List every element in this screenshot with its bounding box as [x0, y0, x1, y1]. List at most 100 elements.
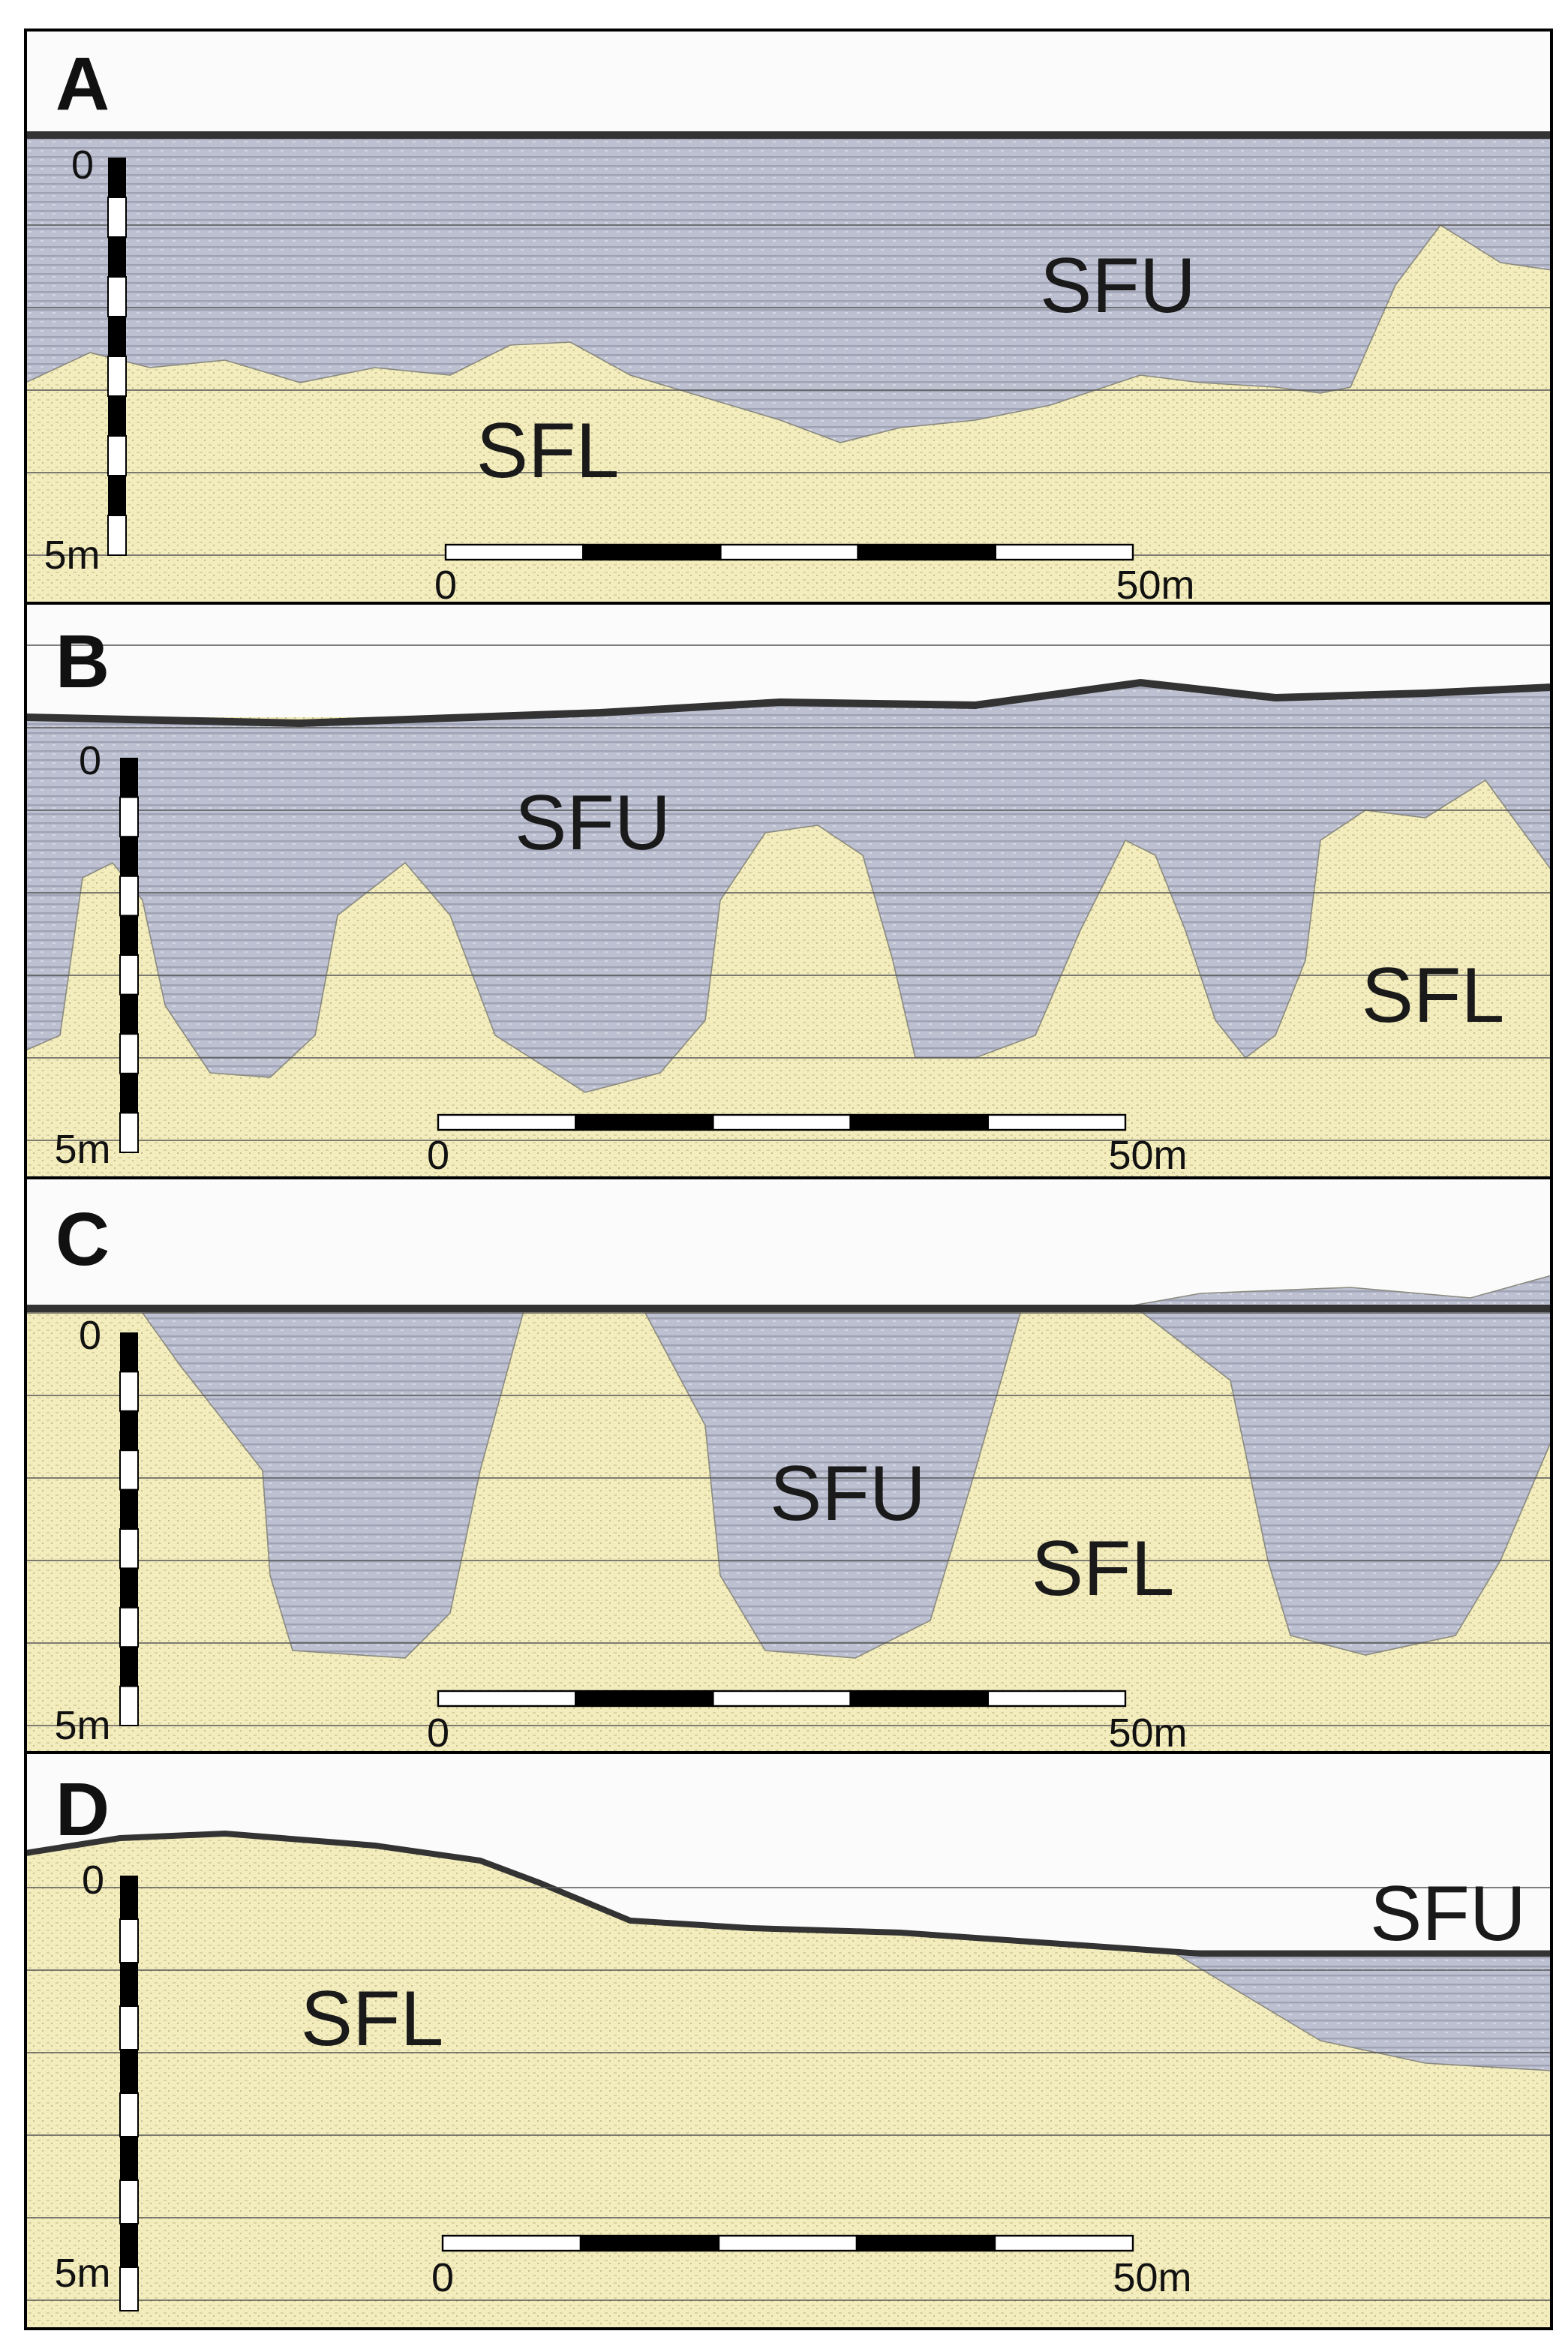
depth-bar-segment [120, 1410, 138, 1451]
scale-bar-segment [987, 1113, 1127, 1131]
depth-bar-segment [119, 1528, 139, 1570]
scale-label: 0 [427, 1133, 449, 1178]
scale-bar-segment [994, 543, 1134, 561]
depth-bar-segment [119, 954, 139, 996]
surface-reflector [25, 1830, 1551, 1957]
depth-bar-segment [119, 1112, 139, 1154]
depth-label: 0 [71, 143, 94, 188]
scale-bar-segment [855, 2234, 996, 2252]
surface-reflector [25, 678, 1552, 728]
depth-label: 5m [54, 1127, 110, 1172]
unit-label: SFL [476, 407, 620, 494]
depth-bar-segment [107, 435, 127, 476]
depth-bar-segment [108, 317, 126, 356]
lower-unit [26, 1834, 1551, 2329]
scale-label: 50m [1108, 1711, 1187, 1756]
depth-bar-segment [120, 837, 138, 876]
depth-bar-segment [120, 1568, 138, 1608]
unit-label: SFL [301, 1975, 444, 2062]
depth-bar-segment [120, 1489, 138, 1529]
depth-bar-segment [120, 1876, 138, 1919]
scale-bar-segment [849, 1690, 989, 1708]
depth-bar-segment [119, 1449, 139, 1491]
panel: C SFU SFL 0 5m 0 50m [24, 1176, 1553, 1756]
unit-label: SFL [1032, 1525, 1175, 1612]
depth-bar-segment [108, 396, 126, 436]
scale-label: 0 [427, 1711, 449, 1756]
depth-bar-segment [119, 1371, 139, 1412]
depth-bar-segment [120, 1332, 138, 1372]
panel-label: D [56, 1768, 110, 1852]
depth-bar-segment [108, 237, 126, 277]
scale-bar-segment [575, 1113, 714, 1131]
scale-label: 50m [1116, 563, 1194, 608]
scale-label: 0 [434, 563, 457, 608]
depth-bar-segment [119, 1606, 139, 1648]
scale-bar-segment [441, 2234, 582, 2252]
panel: A SFU SFL 0 5m 0 50m [24, 29, 1553, 608]
scale-bar-segment [849, 1113, 989, 1131]
scale-bar-segment [712, 1690, 852, 1708]
scale-bar-segment [579, 2234, 720, 2252]
unit-label: SFL [1362, 952, 1505, 1039]
depth-bar-segment [119, 2092, 139, 2137]
depth-bar-segment [119, 796, 139, 838]
panel: B SFU SFL 0 5m 0 50m [24, 602, 1553, 1179]
depth-bar-segment [120, 1073, 138, 1113]
depth-bar-segment [119, 2179, 139, 2224]
upper-unit [644, 1312, 1022, 1659]
scale-bar-segment [437, 1690, 577, 1708]
scale-label: 0 [431, 2255, 454, 2300]
scale-bar-segment [575, 1690, 714, 1708]
depth-bar-segment [120, 915, 138, 955]
scale-bar-segment [717, 2234, 858, 2252]
depth-bar-segment [120, 1647, 138, 1687]
upper-unit [141, 1305, 527, 1659]
depth-bar-segment [107, 276, 127, 317]
depth-label: 5m [54, 1703, 110, 1748]
depth-bar-segment [119, 1918, 139, 1963]
panel: D SFU SFL 0 5m 0 50m [24, 1751, 1553, 2330]
depth-bar-segment [120, 2224, 138, 2267]
scale-label: 50m [1108, 1133, 1187, 1178]
unit-label: SFU [770, 1450, 926, 1537]
scale-bar-segment [993, 2234, 1134, 2252]
depth-bar-segment [108, 158, 126, 197]
depth-bar-segment [119, 1033, 139, 1074]
depth-label: 0 [82, 1858, 104, 1903]
scale-label: 50m [1113, 2255, 1191, 2300]
depth-bar-segment [120, 994, 138, 1035]
depth-bar-segment [120, 758, 138, 798]
depth-bar-segment [107, 197, 127, 238]
depth-bar-segment [119, 2005, 139, 2050]
upper-unit [25, 134, 1552, 443]
unit-label: SFU [1040, 242, 1196, 329]
depth-bar-segment [120, 2050, 138, 2093]
panel-frame [24, 1751, 1553, 2330]
scale-bar-segment [987, 1690, 1127, 1708]
scale-bar-segment [437, 1113, 577, 1131]
unit-label: SFU [1370, 1870, 1526, 1957]
unit-label: SFU [515, 779, 671, 867]
panel-label: A [56, 42, 110, 126]
depth-label: 0 [79, 1313, 101, 1358]
scale-bar-segment [712, 1113, 852, 1131]
scale-bar-segment [719, 543, 859, 561]
depth-bar-segment [120, 1963, 138, 2006]
panel-label: B [56, 620, 110, 704]
depth-bar-segment [107, 515, 127, 556]
scale-bar-segment [582, 543, 722, 561]
depth-bar-segment [119, 2266, 139, 2311]
depth-bar-segment [120, 2137, 138, 2180]
depth-label: 5m [44, 533, 100, 578]
panel-label: C [56, 1197, 110, 1281]
depth-label: 5m [54, 2251, 110, 2296]
depth-bar-segment [119, 875, 139, 917]
scale-bar-segment [857, 543, 996, 561]
scale-bar-segment [444, 543, 584, 561]
depth-label: 0 [79, 738, 101, 783]
depth-bar-segment [108, 476, 126, 515]
depth-bar-segment [107, 356, 127, 397]
depth-bar-segment [119, 1685, 139, 1727]
